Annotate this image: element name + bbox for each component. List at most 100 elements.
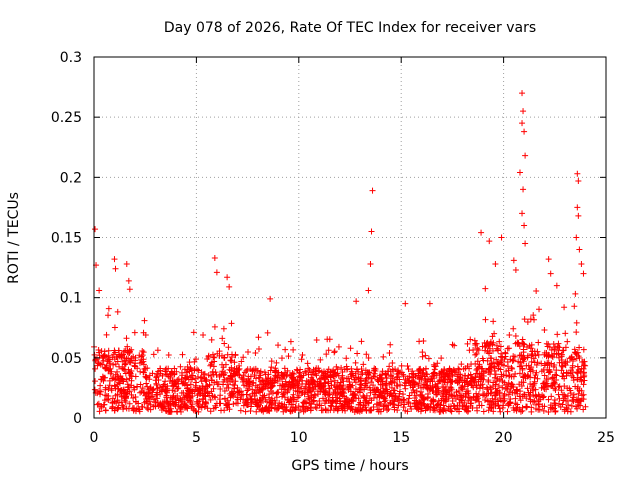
data-point (165, 400, 172, 407)
data-point (294, 394, 301, 401)
data-point (578, 260, 585, 267)
data-point (447, 377, 454, 384)
data-point (580, 373, 587, 380)
data-point (182, 393, 189, 400)
data-point (290, 376, 297, 383)
data-point (374, 377, 381, 384)
data-point (252, 350, 259, 357)
data-point (234, 400, 241, 407)
data-point (362, 398, 369, 405)
data-point (574, 170, 581, 177)
data-point (175, 380, 182, 387)
data-point (159, 383, 166, 390)
data-point (489, 333, 496, 340)
data-point (365, 355, 372, 362)
data-point (115, 399, 122, 406)
data-point (549, 375, 556, 382)
data-point (103, 331, 110, 338)
data-point (127, 370, 134, 377)
data-point (105, 393, 112, 400)
data-point (91, 386, 98, 393)
data-point (519, 120, 526, 127)
data-point (138, 353, 145, 360)
data-point (347, 406, 354, 413)
data-point (548, 382, 555, 389)
data-point (241, 382, 248, 389)
data-point (241, 369, 248, 376)
data-point (260, 394, 267, 401)
data-point (313, 337, 320, 344)
data-point (227, 392, 234, 399)
data-point (510, 383, 517, 390)
data-point (393, 382, 400, 389)
data-point (491, 392, 498, 399)
data-point (492, 260, 499, 267)
data-point (332, 405, 339, 412)
data-point (173, 408, 180, 415)
data-point (326, 397, 333, 404)
data-point (507, 400, 514, 407)
data-point (199, 396, 206, 403)
data-point (142, 332, 149, 339)
data-point (185, 376, 192, 383)
data-point (401, 379, 408, 386)
data-point (578, 365, 585, 372)
data-point (429, 387, 436, 394)
data-point (236, 362, 243, 369)
data-point (348, 397, 355, 404)
data-point (570, 356, 577, 363)
data-point (508, 380, 515, 387)
data-point (225, 344, 232, 351)
data-point (123, 390, 130, 397)
data-point (391, 404, 398, 411)
data-point (231, 359, 238, 366)
data-point (324, 392, 331, 399)
data-point (227, 378, 234, 385)
data-point (552, 408, 559, 415)
data-point (520, 186, 527, 193)
data-point (354, 388, 361, 395)
data-point (315, 368, 322, 375)
data-point (267, 399, 274, 406)
data-point (520, 108, 527, 115)
data-point (213, 269, 220, 276)
data-point (479, 384, 486, 391)
data-point (517, 393, 524, 400)
data-point (100, 401, 107, 408)
x-tick-label: 10 (290, 430, 308, 446)
data-point (344, 365, 351, 372)
data-point (125, 277, 132, 284)
data-point (106, 377, 113, 384)
data-point (346, 381, 353, 388)
data-point (527, 389, 534, 396)
data-point (139, 385, 146, 392)
data-point (98, 376, 105, 383)
data-point (357, 399, 364, 406)
data-point (524, 372, 531, 379)
data-point (179, 351, 186, 358)
data-point (551, 362, 558, 369)
x-axis-label: GPS time / hours (291, 458, 408, 474)
data-point (105, 386, 112, 393)
data-point (454, 393, 461, 400)
data-point (317, 356, 324, 363)
data-point (330, 367, 337, 374)
data-point (335, 343, 342, 350)
data-point (290, 346, 297, 353)
x-tick-label: 25 (597, 430, 615, 446)
data-point (478, 374, 485, 381)
data-point (128, 355, 135, 362)
data-point (419, 353, 426, 360)
data-point (131, 329, 138, 336)
data-point (370, 367, 377, 374)
data-point (535, 391, 542, 398)
data-point (386, 363, 393, 370)
data-point (287, 408, 294, 415)
data-point (358, 371, 365, 378)
data-point (198, 378, 205, 385)
data-point (92, 357, 99, 364)
data-point (357, 404, 364, 411)
data-point (535, 397, 542, 404)
data-point (216, 348, 223, 355)
data-point (495, 382, 502, 389)
